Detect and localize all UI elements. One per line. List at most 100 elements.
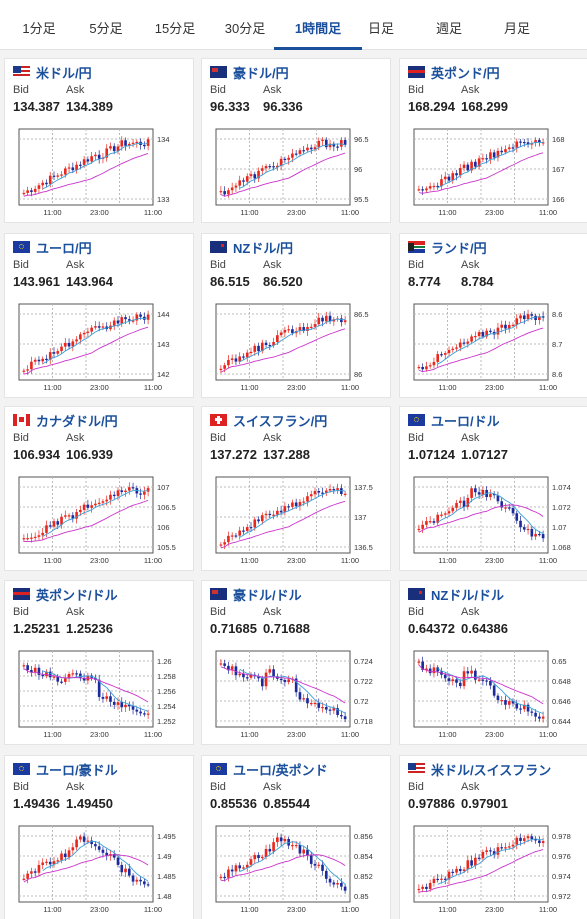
mini-chart[interactable]: 0.856 0.854 0.852 0.85 11:00 23:00 11:00 xyxy=(202,820,392,919)
ma-short-line xyxy=(42,489,149,537)
candle xyxy=(60,681,63,683)
candle xyxy=(97,679,101,697)
tab-3[interactable]: 30分足 xyxy=(224,21,266,36)
candle xyxy=(298,501,302,507)
mini-chart[interactable]: 1.495 1.49 1.485 1.48 11:00 23:00 11:00 xyxy=(5,820,195,919)
candle xyxy=(519,315,522,319)
tab-5[interactable]: 日足 xyxy=(367,21,394,36)
mini-chart[interactable]: 137.5 137 136.5 11:00 23:00 11:00 xyxy=(202,471,392,571)
candle xyxy=(425,886,428,889)
candle xyxy=(466,671,470,674)
pair-link[interactable]: 英ポンド/円 xyxy=(408,64,500,81)
ask-value: 0.97901 xyxy=(461,796,508,811)
rate-card[interactable]: NZドル/円 Bid Ask 86.515 86.520 86.5 86 11:00… xyxy=(201,233,391,398)
pair-link[interactable]: スイスフラン/円 xyxy=(210,412,327,429)
mini-chart[interactable]: 134 133 11:00 23:00 11:00 xyxy=(5,123,195,223)
y-tick-label: 0.978 xyxy=(552,832,571,841)
tab-7[interactable]: 月足 xyxy=(503,21,530,36)
tab-2[interactable]: 15分足 xyxy=(154,21,196,36)
mini-chart[interactable]: 0.65 0.648 0.646 0.644 11:00 23:00 11:00 xyxy=(400,645,587,745)
mini-chart[interactable]: 96.5 96 95.5 11:00 23:00 11:00 xyxy=(202,123,392,223)
y-tick-label: 1.495 xyxy=(157,832,176,841)
candle xyxy=(291,502,294,507)
pair-link[interactable]: ランド/円 xyxy=(408,239,487,256)
pair-link[interactable]: ユーロ/豪ドル xyxy=(13,761,118,778)
ma-short-line xyxy=(437,141,544,189)
rate-card[interactable]: ランド/円 Bid Ask 8.774 8.784 8.6 8.7 8.6 11:00… xyxy=(399,233,587,398)
pair-link[interactable]: NZドル/円 xyxy=(210,239,293,256)
rate-card[interactable]: 英ポンド/円 Bid Ask 168.294 168.299 168 167 166… xyxy=(399,58,587,223)
candle xyxy=(276,165,279,168)
pair-link[interactable]: ユーロ/円 xyxy=(13,239,92,256)
pair-link[interactable]: 豪ドル/円 xyxy=(210,64,289,81)
rate-card[interactable]: 豪ドル/円 Bid Ask 96.333 96.336 96.5 96 95.5 11… xyxy=(201,58,391,223)
rate-card[interactable]: ユーロ/豪ドル Bid Ask 1.49436 1.49450 1.495 1.4… xyxy=(4,755,194,919)
candle xyxy=(530,836,534,840)
y-tick-label: 0.648 xyxy=(552,677,571,686)
mini-chart[interactable]: 0.724 0.722 0.72 0.718 11:00 23:00 11:00 xyxy=(202,645,392,745)
rate-card[interactable]: スイスフラン/円 Bid Ask 137.272 137.288 137.5 13… xyxy=(201,406,391,571)
rate-card[interactable]: ユーロ/円 Bid Ask 143.961 143.964 144 143 142 1… xyxy=(4,233,194,398)
mini-chart[interactable]: 1.26 1.258 1.256 1.254 1.252 11:00 23:00 11:00 xyxy=(5,645,195,745)
rate-card[interactable]: ユーロ/英ポンド Bid Ask 0.85536 0.85544 0.856 0.… xyxy=(201,755,391,919)
candle xyxy=(447,350,451,354)
y-tick-label: 142 xyxy=(157,370,170,379)
pair-link[interactable]: ユーロ/英ポンド xyxy=(210,761,328,778)
candle xyxy=(253,519,257,528)
mini-chart[interactable]: 168 167 166 11:00 23:00 11:00 xyxy=(400,123,587,223)
candle xyxy=(264,848,268,857)
candle xyxy=(534,839,537,841)
mini-chart[interactable]: 144 143 142 11:00 23:00 11:00 xyxy=(5,298,195,398)
tab-6[interactable]: 週足 xyxy=(435,21,462,36)
ma-short-line xyxy=(42,840,149,882)
candle xyxy=(75,512,78,519)
ask-value: 1.49450 xyxy=(66,796,113,811)
candle xyxy=(249,351,253,354)
ask-label: Ask xyxy=(461,84,480,96)
candle xyxy=(428,186,432,189)
rate-card[interactable]: 豪ドル/ドル Bid Ask 0.71685 0.71688 0.724 0.72… xyxy=(201,580,391,745)
rate-card[interactable]: 米ドル/円 Bid Ask 134.387 134.389 134 133 11:0… xyxy=(4,58,194,223)
flag-nz-icon xyxy=(408,588,425,600)
tab-1[interactable]: 5分足 xyxy=(89,21,123,36)
candle xyxy=(443,513,447,515)
ask-value: 8.784 xyxy=(461,274,494,289)
ask-label: Ask xyxy=(66,606,85,618)
pair-name: ユーロ/円 xyxy=(36,240,92,256)
x-tick-label: 23:00 xyxy=(287,905,306,914)
rate-card[interactable]: ユーロ/ドル Bid Ask 1.07124 1.07127 1.074 1.07… xyxy=(399,406,587,571)
candle xyxy=(127,868,131,876)
candle xyxy=(257,855,260,859)
candle xyxy=(432,878,436,884)
candle xyxy=(507,324,511,329)
candle xyxy=(522,838,526,841)
mini-chart[interactable]: 107 106.5 106 105.5 11:00 23:00 11:00 xyxy=(5,471,195,571)
pair-link[interactable]: 豪ドル/ドル xyxy=(210,586,302,603)
x-tick-label: 11:00 xyxy=(144,905,162,914)
rate-card[interactable]: 英ポンド/ドル Bid Ask 1.25231 1.25236 1.26 1.25… xyxy=(4,580,194,745)
mini-chart[interactable]: 0.978 0.976 0.974 0.972 11:00 23:00 11:00 xyxy=(400,820,587,919)
rate-card[interactable]: カナダドル/円 Bid Ask 106.934 106.939 107 106.5… xyxy=(4,406,194,571)
rate-card[interactable]: NZドル/ドル Bid Ask 0.64372 0.64386 0.65 0.64… xyxy=(399,580,587,745)
pair-link[interactable]: 米ドル/円 xyxy=(13,64,92,81)
pair-link[interactable]: 英ポンド/ドル xyxy=(13,586,118,603)
pair-link[interactable]: ユーロ/ドル xyxy=(408,412,500,429)
candle xyxy=(272,341,275,346)
mini-chart[interactable]: 1.074 1.072 1.07 1.068 11:00 23:00 11:00 xyxy=(400,471,587,571)
candle xyxy=(227,359,230,366)
candle xyxy=(321,317,324,322)
candle xyxy=(343,140,347,145)
pair-link[interactable]: カナダドル/円 xyxy=(13,412,118,429)
pair-link[interactable]: NZドル/ドル xyxy=(408,586,504,603)
candle xyxy=(291,329,294,334)
tab-4[interactable]: 1時間足 xyxy=(274,0,362,50)
candle xyxy=(268,513,272,516)
candle xyxy=(60,346,63,352)
mini-chart[interactable]: 86.5 86 11:00 23:00 11:00 xyxy=(202,298,392,398)
pair-link[interactable]: 米ドル/スイスフラン xyxy=(408,761,551,778)
rate-card[interactable]: 米ドル/スイスフラン Bid Ask 0.97886 0.97901 0.978… xyxy=(399,755,587,919)
candle xyxy=(466,164,470,171)
tab-0[interactable]: 1分足 xyxy=(22,21,56,36)
candle xyxy=(417,366,421,369)
mini-chart[interactable]: 8.6 8.7 8.6 11:00 23:00 11:00 xyxy=(400,298,587,398)
